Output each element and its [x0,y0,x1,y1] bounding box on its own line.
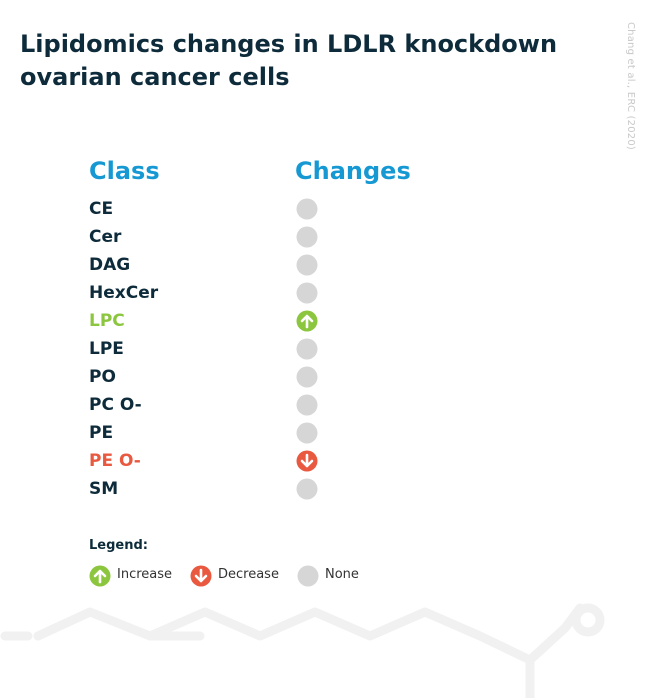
lipid-class-label: Cer [89,227,122,247]
lipid-class-label: PE [89,423,114,443]
molecule-decoration [0,603,605,698]
grey-circle-icon [296,226,318,248]
lipid-class-label: DAG [89,255,131,275]
lipid-class-label: CE [89,199,114,219]
legend-label: Decrease [218,567,279,582]
page-title: Lipidomics changes in LDLR knockdown ova… [20,30,558,91]
lipid-class-row: HexCer [0,282,645,310]
lipid-class-row: PC O- [0,394,645,422]
lipid-class-label: LPC [89,311,125,331]
arrow-up-circle-icon [89,565,111,587]
arrow-down-circle-icon [296,450,318,472]
legend-title: Legend: [89,538,148,553]
grey-circle-icon [296,338,318,360]
grey-circle-icon [297,565,319,587]
class-column-header: Class [89,157,160,185]
lipid-class-row: PE [0,422,645,450]
arrow-up-circle-icon [296,310,318,332]
grey-circle-icon [296,394,318,416]
lipid-class-row: PE O- [0,450,645,478]
source-credit: Chang et al., ERC (2020) [625,22,636,150]
lipid-class-label: LPE [89,339,124,359]
lipid-class-row: PO [0,366,645,394]
grey-circle-icon [296,198,318,220]
lipid-class-label: PC O- [89,395,142,415]
arrow-down-circle-icon [190,565,212,587]
grey-circle-icon [296,254,318,276]
lipid-class-label: PO [89,367,116,387]
grey-circle-icon [296,478,318,500]
grey-circle-icon [296,422,318,444]
legend-label: None [325,567,359,582]
grey-circle-icon [296,282,318,304]
lipid-class-row: Cer [0,226,645,254]
lipid-class-label: PE O- [89,451,141,471]
legend-label: Increase [117,567,173,582]
lipid-class-row: CE [0,198,645,226]
lipid-class-label: HexCer [89,283,159,303]
grey-circle-icon [296,366,318,388]
lipid-class-row: SM [0,478,645,506]
lipid-class-label: SM [89,479,119,499]
lipid-class-row: LPC [0,310,645,338]
lipid-class-row: LPE [0,338,645,366]
changes-column-header: Changes [295,157,411,185]
lipid-class-row: DAG [0,254,645,282]
